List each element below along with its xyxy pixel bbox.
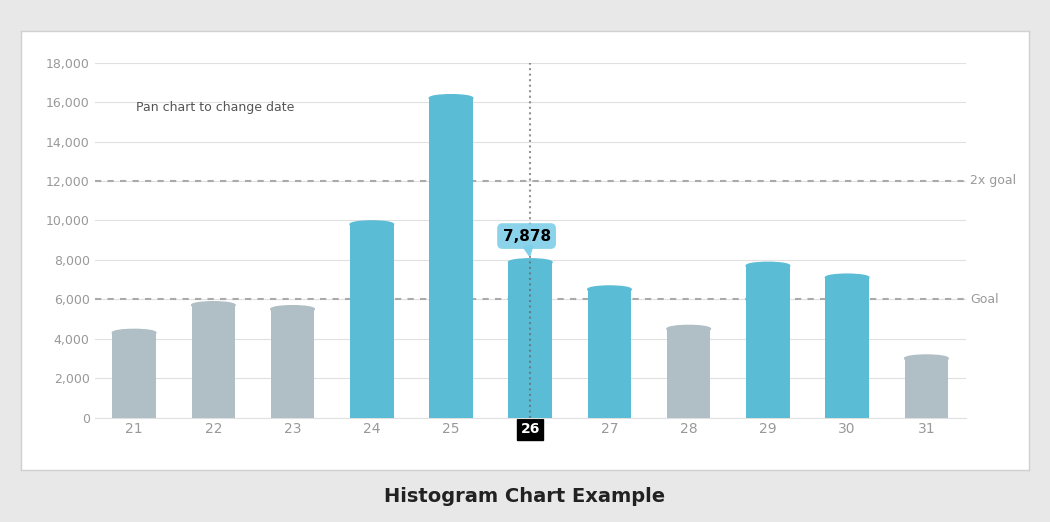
Bar <box>905 359 948 418</box>
Bar <box>271 309 314 418</box>
Ellipse shape <box>271 306 314 313</box>
Text: Goal: Goal <box>970 293 999 306</box>
Ellipse shape <box>747 262 790 269</box>
Bar <box>508 262 552 418</box>
Bar <box>825 278 869 418</box>
Bar <box>429 98 472 418</box>
Ellipse shape <box>350 221 394 228</box>
Text: 7,878: 7,878 <box>503 229 550 254</box>
Ellipse shape <box>905 355 948 362</box>
Bar <box>112 333 155 418</box>
Bar <box>191 305 235 418</box>
Ellipse shape <box>508 259 552 266</box>
Ellipse shape <box>588 286 631 293</box>
Ellipse shape <box>112 329 155 336</box>
Text: Histogram Chart Example: Histogram Chart Example <box>384 488 666 506</box>
Bar <box>350 224 394 418</box>
Ellipse shape <box>429 94 472 102</box>
Ellipse shape <box>667 325 711 333</box>
Bar <box>667 329 711 418</box>
Ellipse shape <box>825 274 869 281</box>
Bar <box>588 289 631 418</box>
Ellipse shape <box>191 302 235 309</box>
Text: 2x goal: 2x goal <box>970 174 1016 187</box>
Bar <box>747 266 790 418</box>
Text: Pan chart to change date: Pan chart to change date <box>135 101 294 114</box>
